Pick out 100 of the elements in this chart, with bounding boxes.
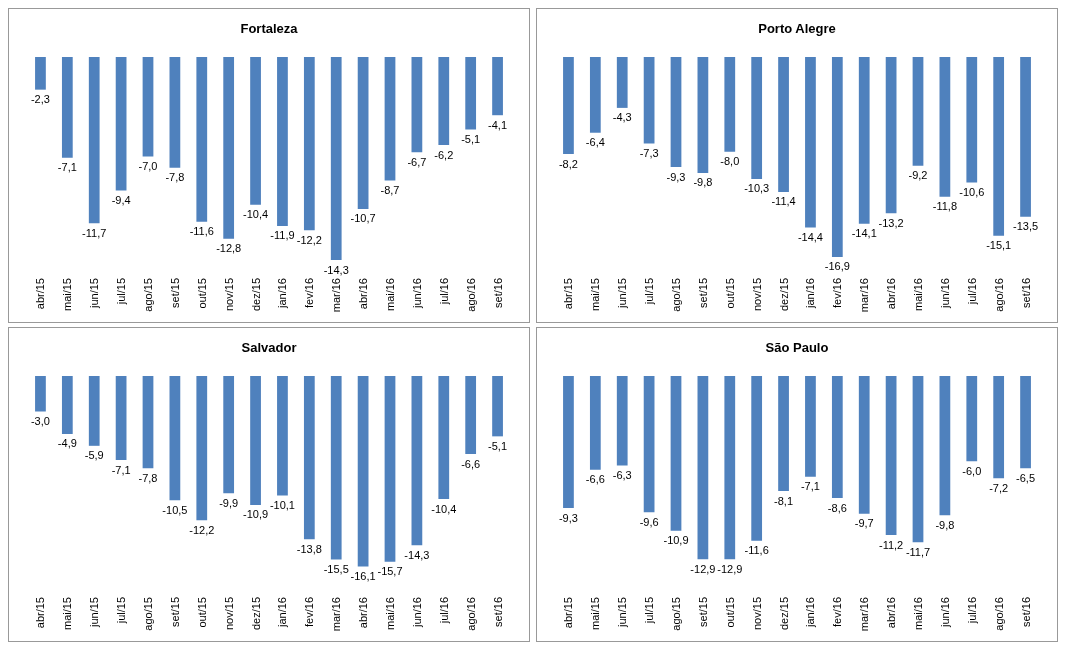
data-label: -8,0 bbox=[720, 155, 740, 168]
data-label: -11,8 bbox=[932, 200, 958, 213]
chart-title: Fortaleza bbox=[240, 21, 299, 36]
data-label: -7,2 bbox=[989, 481, 1009, 494]
data-label: -10,4 bbox=[431, 502, 457, 515]
data-label: -9,3 bbox=[666, 170, 686, 183]
x-tick-label: jul/15 bbox=[643, 597, 656, 625]
data-label: -9,3 bbox=[558, 511, 578, 524]
x-tick-label: set/15 bbox=[168, 278, 181, 308]
data-label: -8,6 bbox=[827, 501, 847, 514]
x-tick-label: mar/16 bbox=[858, 597, 871, 632]
x-tick-label: ago/15 bbox=[670, 597, 682, 631]
data-label: -15,7 bbox=[377, 565, 403, 578]
data-label: -14,3 bbox=[404, 548, 430, 561]
x-tick-label: set/15 bbox=[696, 597, 709, 627]
data-label: -9,2 bbox=[908, 169, 928, 182]
data-label: -5,9 bbox=[84, 449, 104, 462]
x-tick-label: abr/16 bbox=[357, 597, 370, 629]
x-tick-label: jun/15 bbox=[616, 278, 629, 309]
x-tick-label: jun/15 bbox=[88, 278, 101, 309]
x-tick-label: set/16 bbox=[491, 597, 504, 627]
x-tick-label: abr/15 bbox=[34, 597, 47, 629]
x-tick-label: mai/15 bbox=[589, 278, 602, 312]
x-tick-label: abr/15 bbox=[34, 278, 47, 310]
data-label: -7,1 bbox=[57, 161, 77, 174]
data-label: -13,5 bbox=[1013, 220, 1039, 233]
data-label: -11,6 bbox=[189, 225, 214, 238]
data-label: -11,7 bbox=[905, 545, 931, 558]
x-tick-label: set/15 bbox=[168, 597, 181, 627]
data-label: -9,4 bbox=[111, 193, 131, 206]
x-tick-label: jul/16 bbox=[437, 278, 450, 306]
data-label: -10,9 bbox=[243, 508, 269, 521]
data-label: -6,6 bbox=[585, 473, 605, 486]
x-tick-label: mar/16 bbox=[330, 597, 343, 632]
x-tick-label: jul/16 bbox=[965, 278, 978, 306]
x-tick-label: fev/16 bbox=[831, 597, 844, 627]
x-tick-label: nov/15 bbox=[222, 597, 235, 631]
x-tick-label: set/16 bbox=[491, 278, 504, 308]
x-tick-label: jan/16 bbox=[804, 597, 817, 628]
x-tick-label: jun/16 bbox=[410, 597, 423, 628]
data-label: -15,5 bbox=[323, 562, 349, 575]
data-label: -4,9 bbox=[57, 437, 77, 450]
x-tick-label: mai/16 bbox=[912, 597, 924, 631]
x-tick-label: jun/15 bbox=[616, 597, 629, 628]
data-label: -11,2 bbox=[878, 538, 904, 551]
data-label: -11,9 bbox=[270, 229, 295, 242]
x-tick-label: out/15 bbox=[195, 278, 208, 309]
x-tick-label: abr/15 bbox=[562, 597, 575, 629]
data-label: -14,3 bbox=[323, 263, 349, 276]
data-label: -6,2 bbox=[434, 148, 454, 161]
x-tick-label: jul/16 bbox=[437, 597, 450, 625]
x-tick-label: jul/15 bbox=[115, 278, 128, 306]
data-label: -9,8 bbox=[935, 518, 955, 531]
x-tick-label: dez/15 bbox=[777, 278, 790, 312]
data-label: -8,7 bbox=[380, 184, 400, 197]
data-label: -6,4 bbox=[585, 136, 605, 149]
x-tick-label: out/15 bbox=[723, 597, 736, 628]
chart-title: Salvador bbox=[241, 340, 297, 355]
data-label: -13,2 bbox=[878, 216, 904, 229]
data-label: -3,0 bbox=[30, 415, 50, 427]
x-tick-label: nov/15 bbox=[750, 597, 763, 631]
data-label: -10,6 bbox=[959, 185, 985, 198]
x-tick-label: ago/16 bbox=[992, 278, 1005, 312]
x-tick-label: ago/15 bbox=[670, 278, 682, 312]
x-tick-label: abr/16 bbox=[885, 278, 898, 310]
data-label: -6,0 bbox=[962, 464, 982, 477]
data-label: -14,4 bbox=[797, 230, 823, 243]
data-label: -6,5 bbox=[1016, 471, 1036, 484]
data-label: -7,0 bbox=[138, 159, 158, 172]
x-tick-label: mai/15 bbox=[589, 597, 602, 631]
data-label: -12,2 bbox=[296, 233, 322, 246]
x-tick-label: jul/15 bbox=[643, 278, 656, 306]
x-tick-label: abr/16 bbox=[885, 597, 898, 629]
data-label: -7,3 bbox=[639, 146, 659, 159]
data-label: -11,6 bbox=[744, 544, 769, 557]
data-label: -5,1 bbox=[488, 439, 508, 452]
data-label: -9,7 bbox=[854, 517, 874, 530]
x-tick-label: out/15 bbox=[723, 278, 736, 309]
data-label: -9,6 bbox=[639, 515, 659, 528]
x-tick-label: abr/15 bbox=[562, 278, 575, 310]
x-tick-label: jul/15 bbox=[115, 597, 128, 625]
data-label: -7,1 bbox=[800, 480, 820, 493]
data-label: -12,9 bbox=[690, 562, 716, 575]
data-label: -7,1 bbox=[111, 463, 131, 476]
data-label: -10,4 bbox=[243, 208, 269, 221]
x-tick-label: mai/16 bbox=[912, 278, 924, 312]
data-label: -7,8 bbox=[165, 171, 185, 184]
data-label: -15,1 bbox=[986, 239, 1012, 252]
x-tick-label: dez/15 bbox=[249, 597, 262, 631]
x-tick-label: jan/16 bbox=[276, 597, 289, 628]
data-label: -12,9 bbox=[717, 562, 743, 575]
x-tick-label: ago/15 bbox=[142, 278, 154, 312]
x-tick-label: ago/16 bbox=[464, 278, 477, 312]
data-label: -13,8 bbox=[296, 542, 322, 555]
x-tick-label: dez/15 bbox=[777, 597, 790, 631]
data-label: -10,1 bbox=[269, 499, 295, 512]
x-tick-label: jan/16 bbox=[276, 278, 289, 309]
x-tick-label: jun/16 bbox=[938, 597, 951, 628]
data-label: -8,2 bbox=[558, 157, 578, 170]
x-tick-label: mar/16 bbox=[858, 278, 871, 313]
